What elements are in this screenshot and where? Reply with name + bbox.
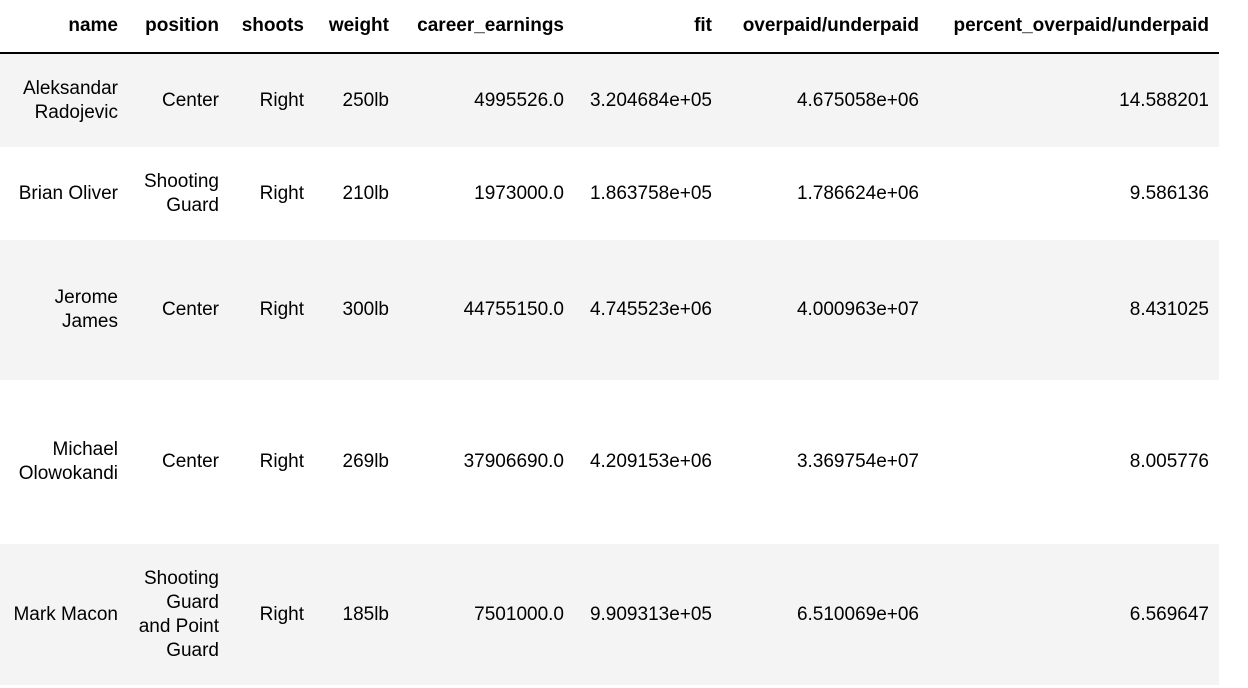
cell-weight: 300lb <box>314 240 399 380</box>
column-header-name: name <box>0 0 128 54</box>
cell-career-earnings: 1973000.0 <box>399 147 574 240</box>
table-header: name position shoots weight career_earni… <box>0 0 1219 54</box>
cell-shoots: Right <box>229 147 314 240</box>
column-header-overpaid-underpaid: overpaid/underpaid <box>722 0 929 54</box>
cell-shoots: Right <box>229 240 314 380</box>
cell-fit: 3.204684e+05 <box>574 53 722 147</box>
table-row: Michael Olowokandi Center Right 269lb 37… <box>0 380 1219 544</box>
column-header-weight: weight <box>314 0 399 54</box>
cell-shoots: Right <box>229 544 314 685</box>
cell-weight: 185lb <box>314 544 399 685</box>
cell-name: Aleksandar Radojevic <box>0 53 128 147</box>
column-header-position: position <box>128 0 229 54</box>
column-header-career-earnings: career_earnings <box>399 0 574 54</box>
cell-name: Brian Oliver <box>0 147 128 240</box>
cell-overpaid-underpaid: 3.369754e+07 <box>722 380 929 544</box>
table-row: Brian Oliver Shooting Guard Right 210lb … <box>0 147 1219 240</box>
cell-position: Center <box>128 380 229 544</box>
cell-career-earnings: 44755150.0 <box>399 240 574 380</box>
cell-career-earnings: 7501000.0 <box>399 544 574 685</box>
cell-percent-overpaid-underpaid: 6.569647 <box>929 544 1219 685</box>
table-body: Aleksandar Radojevic Center Right 250lb … <box>0 53 1219 685</box>
cell-percent-overpaid-underpaid: 14.588201 <box>929 53 1219 147</box>
dataframe-table: name position shoots weight career_earni… <box>0 0 1219 685</box>
column-header-percent-overpaid-underpaid: percent_overpaid/underpaid <box>929 0 1219 54</box>
table-row: Jerome James Center Right 300lb 44755150… <box>0 240 1219 380</box>
cell-weight: 210lb <box>314 147 399 240</box>
cell-weight: 269lb <box>314 380 399 544</box>
header-row: name position shoots weight career_earni… <box>0 0 1219 54</box>
cell-fit: 4.209153e+06 <box>574 380 722 544</box>
cell-overpaid-underpaid: 4.000963e+07 <box>722 240 929 380</box>
cell-shoots: Right <box>229 380 314 544</box>
cell-position: Center <box>128 240 229 380</box>
table-row: Mark Macon Shooting Guard and Point Guar… <box>0 544 1219 685</box>
cell-percent-overpaid-underpaid: 8.005776 <box>929 380 1219 544</box>
column-header-fit: fit <box>574 0 722 54</box>
cell-overpaid-underpaid: 1.786624e+06 <box>722 147 929 240</box>
cell-name: Michael Olowokandi <box>0 380 128 544</box>
cell-overpaid-underpaid: 4.675058e+06 <box>722 53 929 147</box>
cell-fit: 9.909313e+05 <box>574 544 722 685</box>
table-row: Aleksandar Radojevic Center Right 250lb … <box>0 53 1219 147</box>
cell-fit: 1.863758e+05 <box>574 147 722 240</box>
cell-position: Shooting Guard and Point Guard <box>128 544 229 685</box>
cell-name: Jerome James <box>0 240 128 380</box>
cell-career-earnings: 4995526.0 <box>399 53 574 147</box>
cell-position: Center <box>128 53 229 147</box>
column-header-shoots: shoots <box>229 0 314 54</box>
cell-name: Mark Macon <box>0 544 128 685</box>
cell-career-earnings: 37906690.0 <box>399 380 574 544</box>
cell-percent-overpaid-underpaid: 9.586136 <box>929 147 1219 240</box>
cell-weight: 250lb <box>314 53 399 147</box>
cell-fit: 4.745523e+06 <box>574 240 722 380</box>
cell-shoots: Right <box>229 53 314 147</box>
cell-percent-overpaid-underpaid: 8.431025 <box>929 240 1219 380</box>
cell-position: Shooting Guard <box>128 147 229 240</box>
cell-overpaid-underpaid: 6.510069e+06 <box>722 544 929 685</box>
